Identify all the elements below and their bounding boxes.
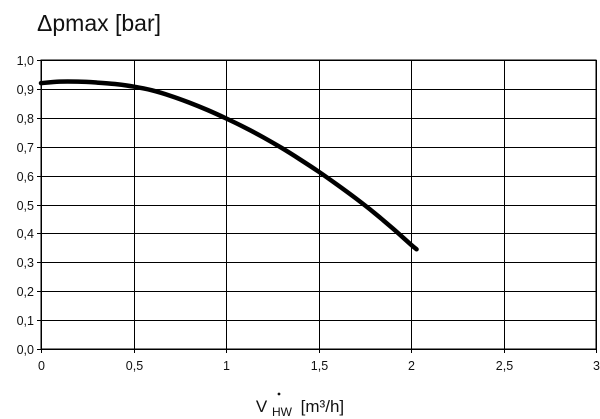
series-layer [38,79,419,252]
y-tick-label: 0,6 [17,170,34,184]
x-tick-label: 0,5 [126,359,143,373]
x-tick-label: 0 [38,359,45,373]
y-tick-label: 0,7 [17,141,34,155]
grid [41,60,597,350]
x-axis-subscript: HW [272,405,293,419]
y-tick-label: 0,5 [17,199,34,213]
y-tick-label: 0,1 [17,314,34,328]
y-tick-label: 0,8 [17,112,34,126]
x-tick-label: 1,5 [311,359,328,373]
x-axis-symbol: V [256,397,268,416]
y-tick-label: 0,4 [17,227,34,241]
x-axis-label: V HW [m³/h] [256,397,344,419]
y-tick-label: 0,0 [17,343,34,357]
x-tick-label: 1 [223,359,230,373]
chart-title: Δpmax [bar] [37,10,161,36]
y-tick-label: 0,2 [17,285,34,299]
x-tick-label: 3 [593,359,600,373]
x-tick-label: 2 [408,359,415,373]
y-tick-label: 1,0 [17,54,34,68]
series-line [38,79,419,252]
x-tick-labels: 0 0,5 1 1,5 2 2,5 3 [38,359,600,373]
y-tick-labels: 0,0 0,1 0,2 0,3 0,4 0,5 0,6 0,7 0,8 0,9 1,0 [17,54,34,357]
y-tick-label: 0,3 [17,256,34,270]
y-tick-label: 0,9 [17,83,34,97]
x-tick-label: 2,5 [496,359,513,373]
x-axis-unit: [m³/h] [301,397,344,416]
flow-dot-icon [277,392,281,396]
tick-marks [37,60,597,353]
plot-frame [40,59,597,350]
